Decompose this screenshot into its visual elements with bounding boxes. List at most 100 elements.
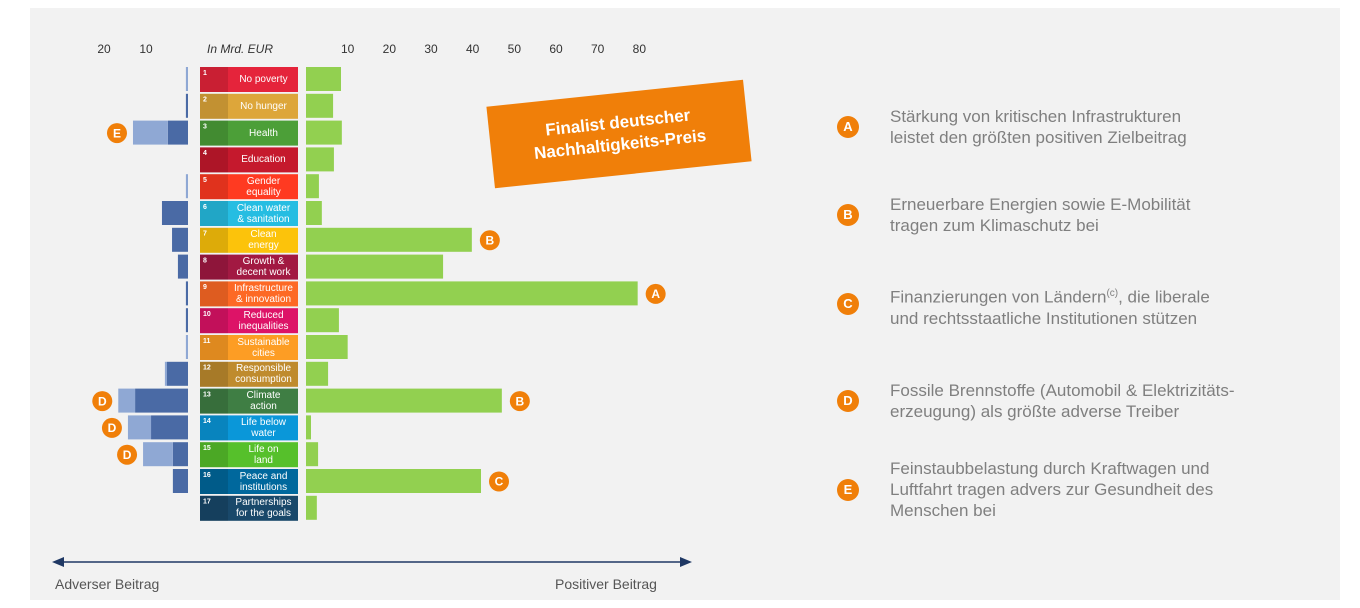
category-label: No hunger [240, 100, 287, 112]
sdg-icon [200, 93, 228, 119]
adverse-bar [167, 361, 188, 386]
x-tick-label: 20 [383, 42, 397, 56]
category-label: Education [241, 154, 286, 166]
tile-number: 4 [203, 150, 207, 157]
tile-number: 15 [203, 445, 211, 452]
marker-circle [509, 391, 530, 412]
marker-circle [489, 471, 509, 492]
note-text: Feinstaubbelastung durch Kraftwagen und L… [890, 458, 1213, 521]
sdg-icon [200, 254, 228, 280]
sdg-tile [200, 388, 298, 414]
category-label: Clean energy [248, 229, 279, 252]
note-line: leistet den größten positiven Zielbeitra… [890, 128, 1187, 147]
note-sup: (c) [1106, 288, 1119, 299]
category-label: Climate action [246, 390, 281, 413]
sdg-tile [200, 415, 298, 441]
marker-circle [117, 444, 138, 465]
note-line: Finanzierungen von Ländern(c), die liber… [890, 283, 1210, 308]
positive-bar [306, 93, 334, 118]
left-label: Adverser Beitrag [55, 576, 160, 592]
sdg-tile [200, 147, 298, 173]
sdg-tile [200, 361, 298, 387]
sdg-icon [200, 335, 228, 360]
positive-bar [306, 281, 638, 306]
tile-number: 5 [203, 177, 207, 184]
sdg-tile [200, 227, 298, 253]
positive-bar [306, 469, 481, 493]
tile-number: 10 [203, 311, 211, 318]
sdg-tile [200, 442, 298, 468]
sdg-tile [200, 335, 298, 360]
positive-bar [306, 335, 348, 359]
axis-label: In Mrd. EUR [207, 42, 273, 56]
x-tick-label: 40 [466, 42, 480, 56]
positive-bar [306, 67, 341, 91]
adverse-bar [151, 415, 188, 440]
marker-letter: B [485, 233, 494, 247]
positive-bar [306, 415, 311, 440]
sdg-tile [200, 469, 298, 494]
sdg-icon [200, 495, 228, 521]
adverse-bar [167, 120, 188, 145]
category-label: Sustainable cities [237, 336, 290, 359]
positive-bar [306, 388, 502, 413]
sdg-tile [200, 308, 298, 334]
category-label: Infrastructure & innovation [234, 282, 293, 305]
sdg-icon [200, 308, 228, 334]
note-letter: D [837, 390, 859, 412]
note-line: und rechtsstaatliche Institutionen stütz… [890, 308, 1198, 328]
adverse-bar [177, 254, 188, 279]
tile-number: 14 [203, 418, 211, 425]
marker-letter: B [515, 394, 524, 408]
note-text: Finanzierungen von Ländern(c), die liber… [890, 283, 1210, 329]
category-label: Gender equality [246, 175, 281, 198]
tile-number: 17 [203, 499, 211, 506]
positive-bar [306, 442, 319, 467]
positive-bar [306, 254, 444, 279]
marker-circle [101, 417, 122, 438]
adverse-bar [185, 174, 188, 199]
note-line: Erneuerbare Energien sowie E-Mobilität [890, 195, 1191, 214]
sdg-icon [200, 442, 228, 468]
marker-letter: C [495, 475, 504, 489]
marker-letter: D [98, 394, 107, 408]
marker-circle [106, 123, 127, 144]
note-letter: A [837, 116, 859, 138]
tile-number: 13 [203, 391, 211, 398]
adverse-bar [185, 281, 188, 306]
adverse-bar [118, 388, 136, 413]
sdg-tile [200, 67, 298, 92]
marker-circle [92, 391, 113, 412]
tile-number: 8 [203, 257, 207, 264]
adverse-bar [185, 67, 188, 91]
sdg-tile [200, 201, 298, 226]
category-label: Life on land [248, 443, 279, 466]
note-text: Erneuerbare Energien sowie E-Mobilität tr… [890, 194, 1191, 236]
tile-number: 11 [203, 338, 211, 345]
sdg-icon [200, 227, 228, 253]
category-label: Growth & decent work [236, 256, 291, 279]
tile-number: 6 [203, 204, 207, 211]
category-label: Partnerships for the goals [235, 497, 292, 520]
positive-bar [306, 495, 317, 520]
category-label: No poverty [239, 74, 288, 85]
positive-bar [306, 147, 334, 172]
x-tick-label: 50 [508, 42, 522, 56]
tile-number: 7 [203, 231, 207, 238]
positive-bar [306, 308, 339, 333]
note-text: Stärkung von kritischen Infrastrukturen l… [890, 106, 1187, 148]
sdg-tile [200, 254, 298, 280]
marker-circle [479, 230, 500, 251]
right-label: Positiver Beitrag [555, 576, 657, 592]
sdg-tile [200, 120, 298, 146]
x2-tick-label: 20 [97, 42, 111, 56]
sdg-icon [200, 67, 228, 92]
adverse-bar [127, 415, 152, 440]
note-letter: B [837, 204, 859, 226]
sdg-icon [200, 147, 228, 173]
note-line: Stärkung von kritischen Infrastrukturen [890, 107, 1182, 126]
adverse-bar [185, 93, 188, 118]
adverse-bar [172, 469, 188, 493]
x-tick-label: 60 [549, 42, 563, 56]
sdg-icon [200, 201, 228, 226]
